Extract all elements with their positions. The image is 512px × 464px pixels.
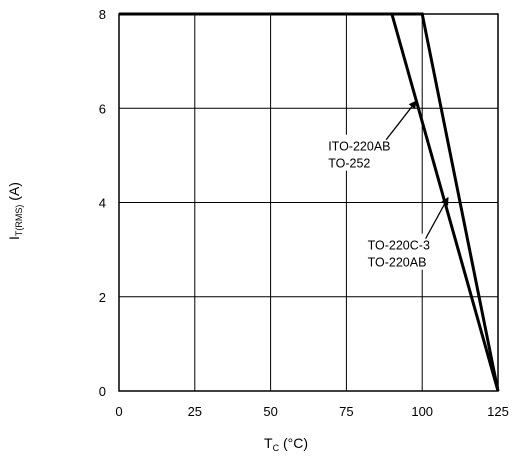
annotation-bg <box>364 233 439 270</box>
grid <box>119 14 498 391</box>
y-tick-labels: 0 2 4 6 8 <box>99 7 106 399</box>
annotation-text: TO-252 <box>328 157 370 171</box>
x-tick-label: 100 <box>411 404 433 419</box>
y-tick-label: 6 <box>99 101 106 116</box>
annotation-arrow <box>385 100 417 141</box>
annotation-text: TO-220C-3 <box>368 239 430 253</box>
annotations: ITO-220AB TO-252 TO-220C-3 TO-220AB <box>325 100 449 270</box>
x-tick-label: 0 <box>115 404 122 419</box>
x-tick-label: 25 <box>188 404 202 419</box>
annotation-text: TO-220AB <box>368 256 427 270</box>
x-tick-labels: 0 25 50 75 100 125 <box>115 404 508 419</box>
plot-frame <box>118 13 499 392</box>
annotation-arrow <box>425 196 449 239</box>
annotation-bg <box>325 134 400 171</box>
annotation-text: ITO-220AB <box>328 140 390 154</box>
x-tick-label: 75 <box>339 404 353 419</box>
y-axis-label: IT(RMS) (A) <box>6 182 24 240</box>
y-tick-label: 0 <box>99 384 106 399</box>
x-tick-label: 125 <box>487 404 509 419</box>
y-tick-label: 4 <box>99 196 106 211</box>
plot-border <box>118 13 499 392</box>
y-tick-label: 2 <box>99 290 106 305</box>
x-tick-label: 50 <box>263 404 277 419</box>
x-axis-label: TC (°C) <box>264 435 308 453</box>
y-tick-label: 8 <box>99 7 106 22</box>
